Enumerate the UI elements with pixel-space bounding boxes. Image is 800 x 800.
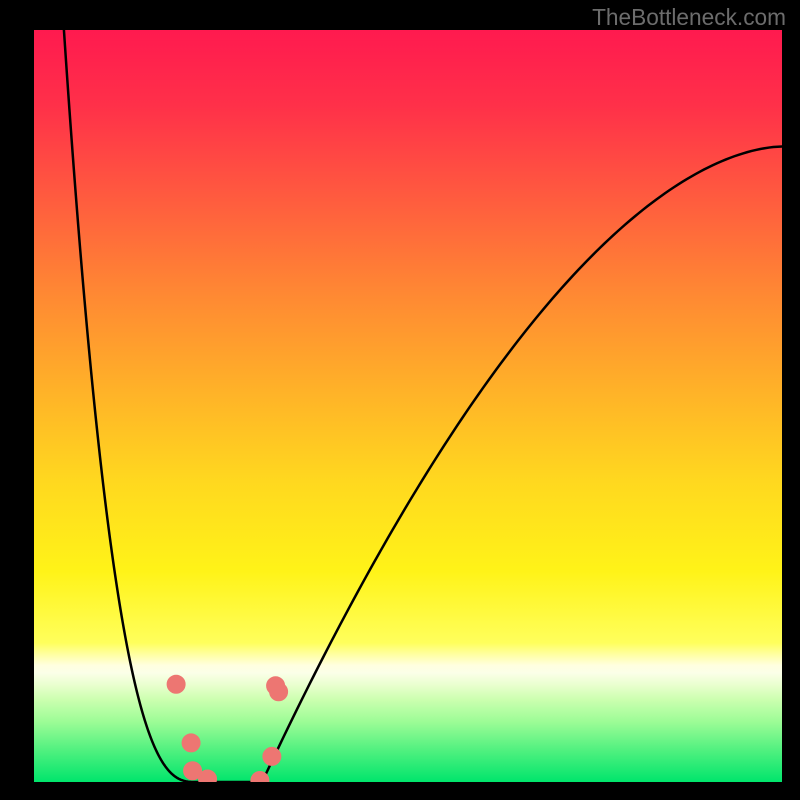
plot-frame: [34, 30, 782, 782]
chart-stage: TheBottleneck.com: [0, 0, 800, 800]
attribution-text: TheBottleneck.com: [592, 4, 786, 31]
background-gradient: [34, 30, 782, 782]
